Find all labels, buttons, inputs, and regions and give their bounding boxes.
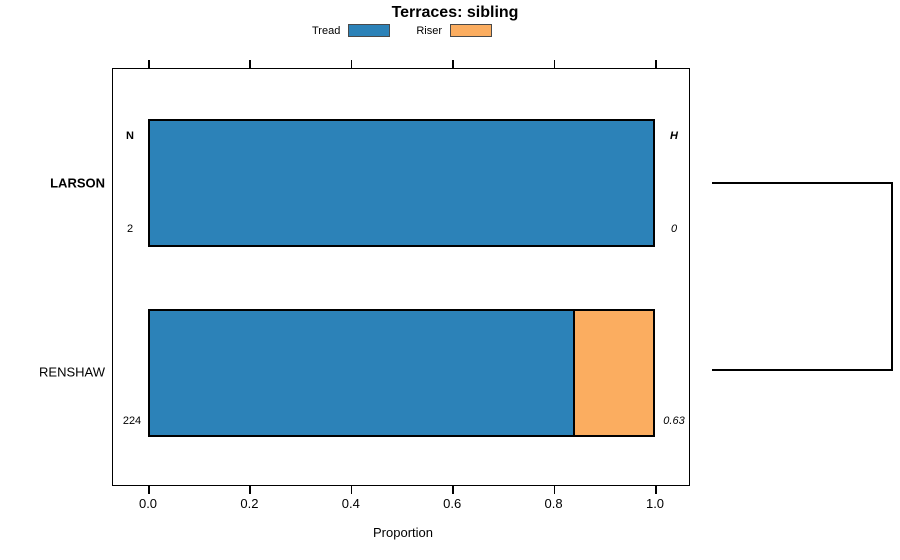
x-tick	[655, 60, 657, 68]
x-tick	[553, 60, 556, 68]
legend-item-riser: Riser	[416, 24, 492, 37]
x-tick	[148, 60, 150, 68]
category-label-renshaw: RENSHAW	[39, 364, 105, 380]
x-tick	[249, 60, 251, 68]
x-tick-label: 0.4	[341, 496, 360, 511]
plot-area: N 2 H 0 224 0.63 0.0 0.2 0.4 0.6 0.8 1.0	[112, 60, 690, 511]
x-tick	[452, 60, 454, 68]
legend-label-tread: Tread	[312, 24, 341, 37]
h-value-larson: 0	[670, 223, 678, 235]
n-column-header: N	[126, 130, 134, 142]
x-tick	[249, 486, 251, 494]
bar-segment-riser	[572, 311, 653, 435]
x-tick	[148, 486, 150, 494]
bar-larson	[148, 119, 655, 247]
x-tick	[553, 486, 556, 494]
legend-label-riser: Riser	[416, 24, 442, 37]
x-tick	[350, 60, 353, 68]
x-tick-label: 0.6	[443, 496, 462, 511]
legend: Tread Riser	[312, 24, 492, 37]
legend-swatch-riser	[450, 24, 492, 37]
x-tick-label: 0.8	[544, 496, 563, 511]
x-tick-label: 1.0	[645, 496, 665, 511]
x-tick	[350, 486, 353, 494]
bar-segment-tread	[150, 311, 573, 435]
x-tick-label: 0.0	[138, 496, 158, 511]
x-tick	[655, 486, 657, 494]
legend-item-tread: Tread	[312, 24, 391, 37]
n-value-renshaw: 224	[122, 415, 142, 427]
x-tick	[452, 486, 454, 494]
h-value-renshaw: 0.63	[663, 415, 685, 427]
bar-renshaw	[148, 309, 655, 437]
category-label-larson: LARSON	[50, 175, 105, 191]
x-tick-label: 0.2	[240, 496, 259, 511]
dendrogram-bracket	[712, 182, 893, 371]
x-axis-label: Proportion	[373, 525, 433, 540]
chart-title: Terraces: sibling	[391, 4, 519, 21]
bar-segment-tread	[150, 121, 653, 245]
n-value-larson: 2	[126, 223, 134, 235]
legend-swatch-tread	[348, 24, 391, 37]
h-column-header: H	[670, 130, 678, 142]
